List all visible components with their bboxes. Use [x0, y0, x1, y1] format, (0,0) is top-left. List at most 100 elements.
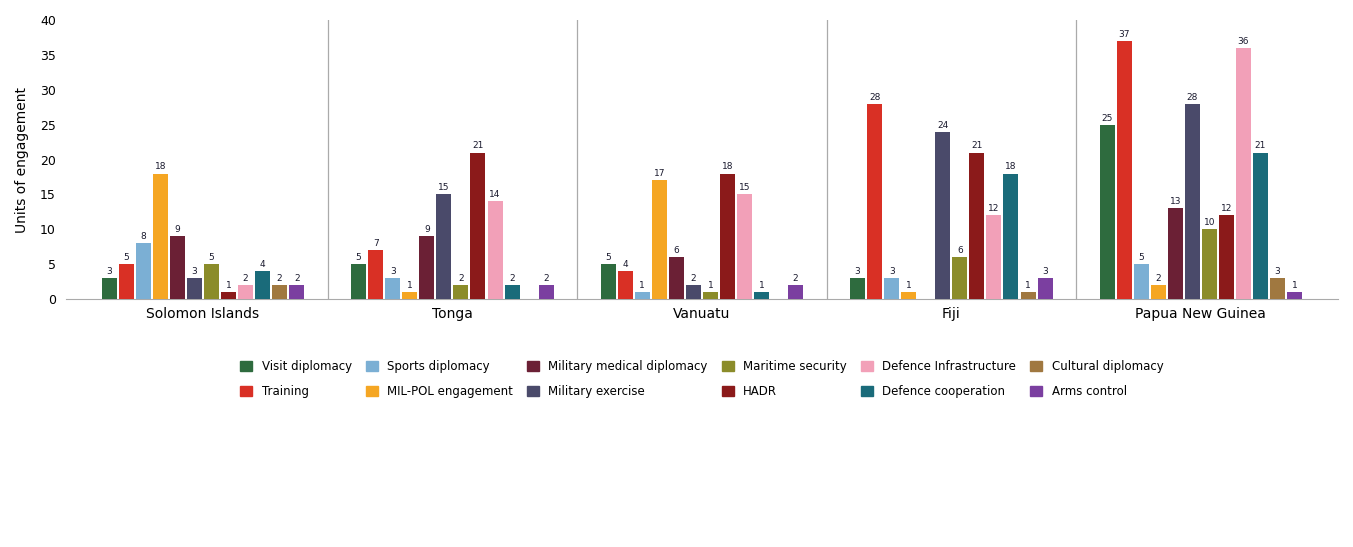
Text: 12: 12 [988, 204, 1000, 213]
Bar [1100, 125, 1115, 299]
Text: 2: 2 [544, 274, 549, 283]
Text: 28: 28 [1187, 92, 1197, 102]
Text: 1: 1 [759, 281, 764, 290]
Bar [652, 181, 667, 299]
Text: 21: 21 [1254, 142, 1266, 150]
Bar [720, 173, 735, 299]
Text: 6: 6 [957, 246, 963, 255]
Bar [1253, 153, 1268, 299]
Text: 3: 3 [889, 267, 894, 276]
Bar [368, 251, 383, 299]
Text: 3: 3 [1275, 267, 1280, 276]
Bar [867, 104, 882, 299]
Text: 4: 4 [622, 260, 628, 269]
Text: 1: 1 [640, 281, 645, 290]
Text: 28: 28 [869, 92, 881, 102]
Text: 36: 36 [1238, 37, 1249, 46]
Bar [1038, 278, 1053, 299]
Text: 6: 6 [674, 246, 679, 255]
Text: 5: 5 [605, 253, 612, 262]
Text: 3: 3 [107, 267, 112, 276]
Bar [1235, 48, 1252, 299]
Bar [238, 285, 253, 299]
Bar [1134, 264, 1149, 299]
Text: 5: 5 [356, 253, 361, 262]
Bar [272, 285, 287, 299]
Text: 5: 5 [123, 253, 129, 262]
Bar [402, 292, 417, 299]
Bar [505, 285, 520, 299]
Text: 4: 4 [260, 260, 265, 269]
Text: 15: 15 [739, 183, 750, 193]
Bar [487, 201, 502, 299]
Text: 21: 21 [472, 142, 483, 150]
Bar [850, 278, 865, 299]
Bar [884, 278, 900, 299]
Text: 5: 5 [1138, 253, 1145, 262]
Bar [352, 264, 367, 299]
Text: 21: 21 [971, 142, 982, 150]
Bar [969, 153, 985, 299]
Text: 17: 17 [653, 170, 664, 178]
Text: 3: 3 [192, 267, 198, 276]
Bar [135, 243, 150, 299]
Bar [1004, 173, 1019, 299]
Bar [901, 292, 916, 299]
Text: 2: 2 [459, 274, 464, 283]
Bar [1116, 41, 1131, 299]
Bar [221, 292, 235, 299]
Legend: Visit diplomacy, Training, Sports diplomacy, MIL-POL engagement, Military medica: Visit diplomacy, Training, Sports diplom… [235, 355, 1168, 403]
Text: 3: 3 [1042, 267, 1049, 276]
Text: 9: 9 [175, 225, 180, 234]
Text: 18: 18 [1005, 162, 1016, 171]
Bar [187, 278, 202, 299]
Text: 1: 1 [1026, 281, 1031, 290]
Text: 2: 2 [242, 274, 249, 283]
Bar [119, 264, 134, 299]
Bar [1287, 292, 1302, 299]
Bar [538, 285, 553, 299]
Text: 13: 13 [1169, 197, 1181, 206]
Bar [986, 216, 1001, 299]
Text: 1: 1 [905, 281, 912, 290]
Text: 8: 8 [141, 232, 146, 241]
Text: 37: 37 [1119, 30, 1130, 39]
Bar [170, 236, 185, 299]
Bar [1270, 278, 1285, 299]
Bar [204, 264, 219, 299]
Text: 18: 18 [721, 162, 733, 171]
Text: 2: 2 [1155, 274, 1161, 283]
Text: 9: 9 [423, 225, 430, 234]
Text: 18: 18 [154, 162, 166, 171]
Bar [702, 292, 718, 299]
Bar [1020, 292, 1035, 299]
Text: 1: 1 [1292, 281, 1298, 290]
Bar [754, 292, 769, 299]
Bar [1168, 208, 1183, 299]
Text: 2: 2 [690, 274, 697, 283]
Text: 3: 3 [855, 267, 861, 276]
Text: 2: 2 [277, 274, 283, 283]
Bar [953, 257, 967, 299]
Bar [290, 285, 304, 299]
Bar [935, 132, 950, 299]
Bar [256, 271, 271, 299]
Text: 1: 1 [226, 281, 231, 290]
Bar [453, 285, 468, 299]
Bar [386, 278, 400, 299]
Text: 14: 14 [490, 190, 501, 199]
Text: 10: 10 [1204, 218, 1215, 227]
Text: 2: 2 [509, 274, 515, 283]
Bar [601, 264, 616, 299]
Y-axis label: Units of engagement: Units of engagement [15, 86, 28, 232]
Bar [1150, 285, 1166, 299]
Text: 2: 2 [294, 274, 299, 283]
Bar [1201, 229, 1216, 299]
Text: 15: 15 [438, 183, 449, 193]
Bar [686, 285, 701, 299]
Bar [437, 194, 452, 299]
Bar [471, 153, 486, 299]
Bar [419, 236, 434, 299]
Text: 5: 5 [208, 253, 214, 262]
Bar [153, 173, 168, 299]
